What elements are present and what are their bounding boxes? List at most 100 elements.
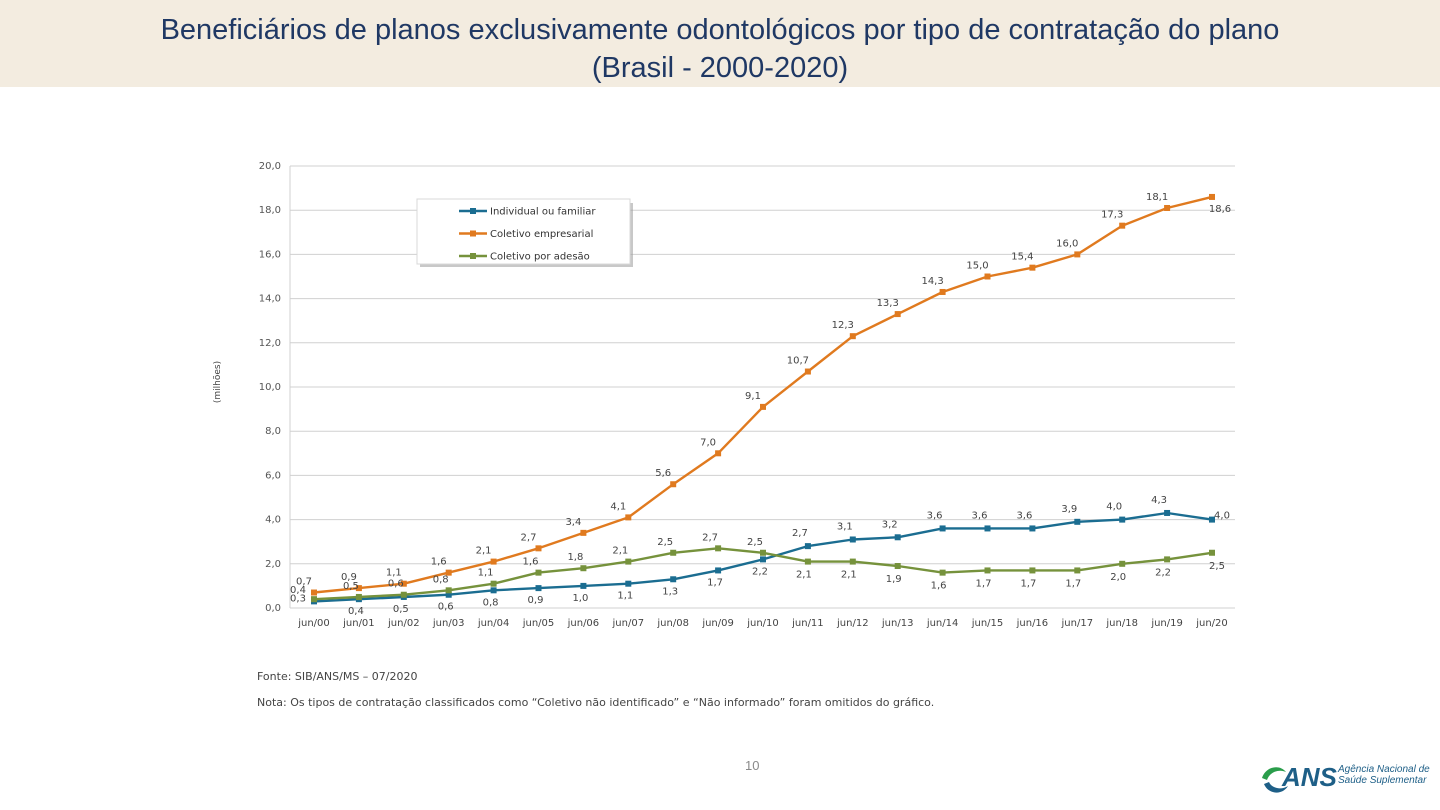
data-point [849,333,856,340]
data-label: 7,0 [700,437,716,448]
y-tick-label: 4,0 [265,515,281,526]
data-point [670,576,677,583]
data-point [1074,567,1081,574]
data-label: 4,0 [1106,502,1122,513]
data-point [715,545,722,552]
data-point [670,481,677,488]
data-point [760,549,766,556]
ans-logo-abbr: ANS [1282,762,1337,792]
omission-note: Nota: Os tipos de contratação classifica… [257,696,935,709]
data-label: 12,3 [832,320,854,331]
data-point [355,585,362,592]
legend-box [416,198,631,265]
data-point [984,567,991,574]
data-point [939,569,946,576]
legend-marker [470,230,476,237]
legend-label: Individual ou familiar [490,207,596,218]
data-point [490,587,497,594]
data-label: 18,1 [1146,192,1168,203]
data-label: 2,5 [747,537,763,548]
data-point [804,558,811,565]
data-label: 1,7 [1065,578,1081,589]
data-label: 4,0 [1214,511,1230,522]
data-label: 1,9 [886,574,902,585]
y-axis-label: (milhões) [213,361,223,403]
chart-legend: Individual ou familiar Coletivo empresari… [416,198,633,267]
data-label: 0,5 [393,604,409,615]
data-label: 14,3 [921,276,943,287]
x-tick-label: jun/05 [522,618,555,629]
data-point [1164,509,1171,516]
legend-marker [470,208,476,214]
data-point [760,556,766,563]
data-label: 15,4 [1011,252,1033,263]
data-label: 2,1 [612,546,628,557]
data-label: 1,7 [707,577,723,588]
data-point [400,591,407,598]
data-label: 3,6 [972,510,988,521]
data-label: 17,3 [1101,210,1123,221]
data-label: 1,0 [572,593,588,604]
data-point [804,368,811,375]
data-point [625,580,632,587]
data-point [535,569,542,576]
y-tick-label: 10,0 [259,382,281,393]
data-label: 2,5 [657,537,673,548]
x-tick-label: jun/12 [836,618,869,629]
data-label: 0,6 [388,579,404,590]
data-point [625,558,632,565]
x-tick-label: jun/09 [701,618,734,629]
data-label: 3,9 [1061,504,1077,515]
data-point [1209,193,1215,200]
y-tick-label: 18,0 [259,205,281,216]
data-label: 9,1 [745,391,761,402]
data-label: 15,0 [966,261,988,272]
data-label: 0,6 [438,602,454,613]
data-label: 2,7 [521,532,537,543]
ans-logo-icon [1262,767,1288,793]
series-points [311,193,1215,605]
x-tick-label: jun/03 [432,618,465,629]
y-tick-label: 16,0 [259,249,281,260]
data-label: 0,4 [348,606,364,617]
data-point [1029,567,1036,574]
data-point [580,565,587,572]
x-tick-label: jun/15 [971,618,1004,629]
data-point [311,589,317,596]
data-label: 1,1 [478,568,494,579]
data-label: 0,4 [290,585,306,596]
data-point [894,534,901,541]
data-label: 1,3 [662,586,678,597]
data-label: 2,1 [476,546,492,557]
data-point [670,549,677,556]
data-label: 3,1 [837,521,853,532]
data-label: 10,7 [787,356,809,367]
data-label: 16,0 [1056,238,1078,249]
y-tick-label: 20,0 [259,161,281,172]
data-point [760,403,766,410]
data-labels: 0,7 0,9 1,1 1,6 2,1 2,7 3,4 4,1 5,6 7,0 9,1 10,7 12,… [290,192,1231,617]
x-tick-label: jun/01 [342,618,375,629]
x-tick-label: jun/08 [656,618,689,629]
data-label: 2,0 [1110,572,1126,583]
data-label: 2,7 [702,532,718,543]
legend-label: Coletivo empresarial [490,229,593,240]
page-number: 10 [745,758,760,773]
y-tick-label: 12,0 [259,338,281,349]
data-label: 2,2 [752,566,768,577]
data-point [1029,525,1036,532]
data-label: 13,3 [877,298,899,309]
legend-marker [470,253,476,259]
data-point [1119,560,1126,567]
data-point [1119,222,1126,229]
data-point [984,525,991,532]
data-label: 3,4 [565,517,581,528]
data-label: 1,6 [523,557,539,568]
data-label: 2,2 [1155,567,1171,578]
data-label: 0,8 [483,597,499,608]
ans-logo-line1: Agência Nacional de [1338,764,1430,775]
x-tick-label: jun/17 [1061,618,1094,629]
data-point [490,558,497,565]
x-tick-label: jun/13 [881,618,914,629]
title-band: Beneficiários de planos exclusivamente o… [0,0,1440,87]
